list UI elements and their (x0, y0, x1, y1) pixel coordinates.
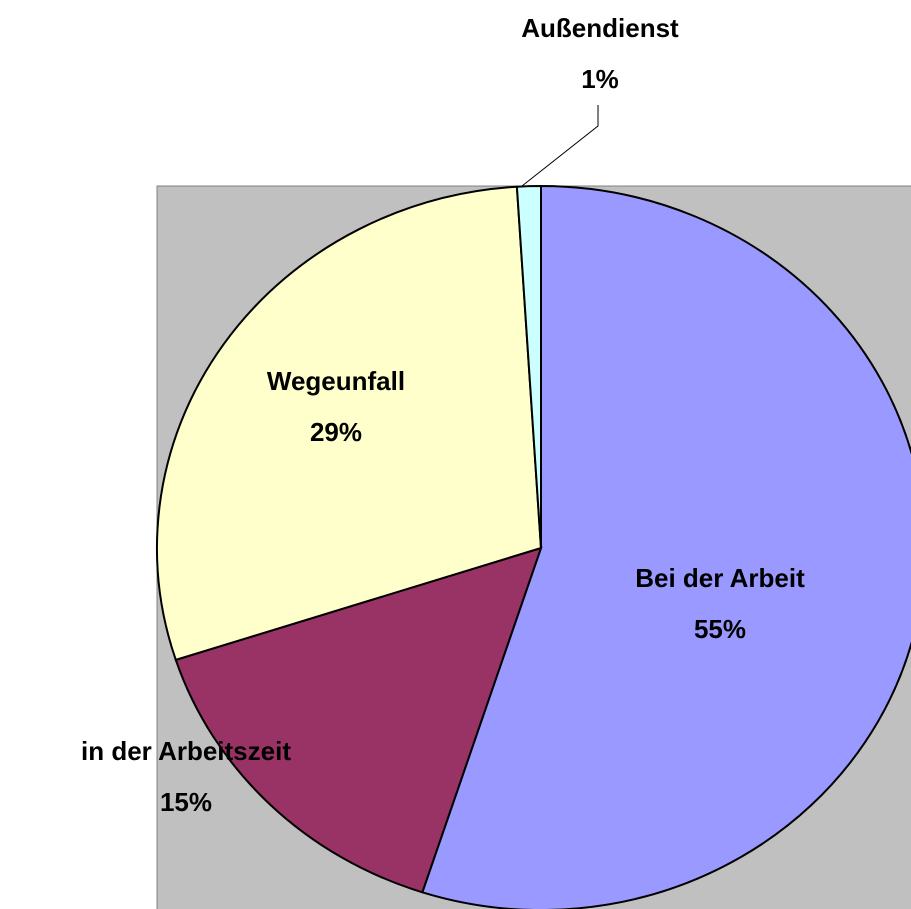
slice-name: Wegeunfall (267, 366, 405, 396)
pie-slice (174, 546, 543, 894)
slice-percent: 55% (694, 614, 746, 644)
pie-slice (421, 184, 911, 909)
slice-percent: 15% (160, 787, 212, 817)
slice-name: Bei der Arbeit (635, 563, 805, 593)
labels: Bei der Arbeit 55% in der Arbeitszeit 15% We… (81, 13, 805, 817)
slices (156, 184, 911, 909)
pie-slice (156, 185, 543, 662)
leader-line (521, 105, 599, 187)
slice-name: Außendienst (521, 13, 679, 43)
slice-name: in der Arbeitszeit (81, 736, 291, 766)
slice-percent: 29% (310, 417, 362, 447)
pie-slice (515, 184, 542, 549)
slice-percent: 1% (581, 64, 619, 94)
